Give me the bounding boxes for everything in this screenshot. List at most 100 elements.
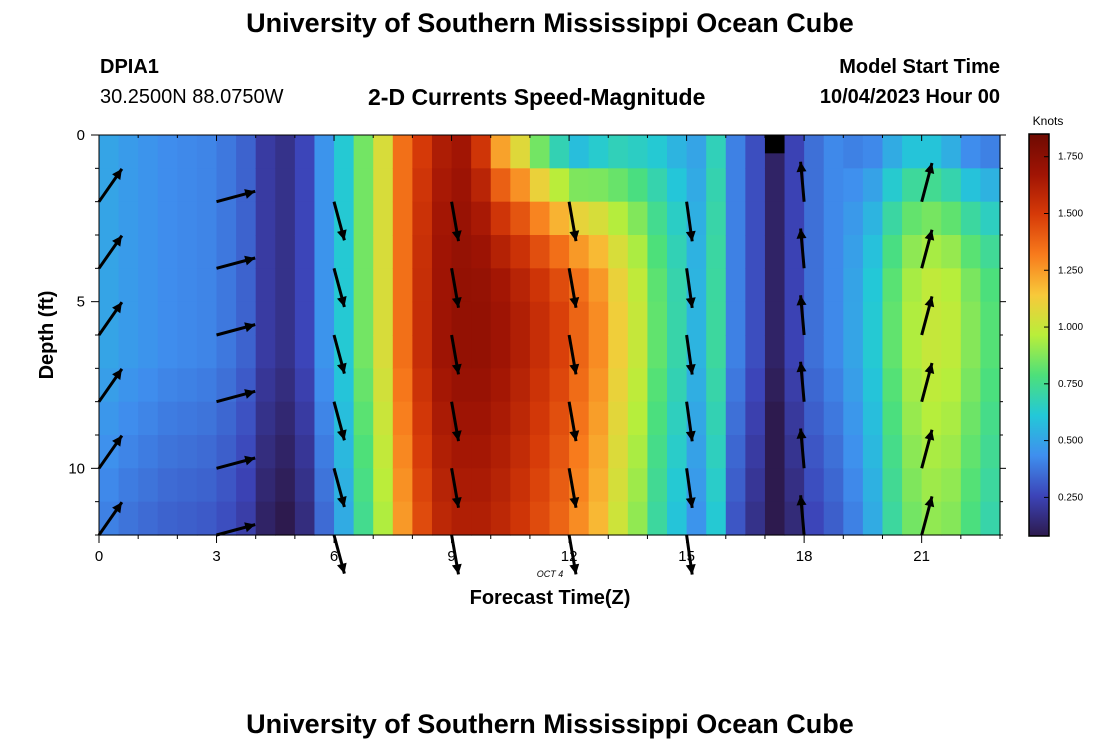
heatmap-cell xyxy=(471,301,492,336)
heatmap-cell xyxy=(353,368,374,403)
current-vector xyxy=(796,428,807,469)
heatmap-cell xyxy=(196,235,218,269)
heatmap-cell xyxy=(902,335,923,369)
heatmap-cell xyxy=(216,301,237,336)
heatmap-cell xyxy=(588,501,609,536)
current-vector xyxy=(216,522,256,537)
current-vector xyxy=(216,189,256,204)
heatmap-cell xyxy=(255,135,276,169)
heatmap-cell xyxy=(294,268,316,303)
heatmap-cell xyxy=(627,135,649,169)
current-vector xyxy=(920,496,935,536)
heatmap-cell xyxy=(980,168,1001,203)
y-tick-label: 0 xyxy=(77,127,85,144)
heatmap-cell xyxy=(157,501,178,536)
heatmap-cell xyxy=(431,468,453,503)
heatmap-cell xyxy=(490,468,511,503)
heatmap-cell xyxy=(882,501,903,536)
vector-head xyxy=(685,364,696,375)
heatmap-cell xyxy=(588,268,609,303)
heatmap-cell xyxy=(647,235,668,269)
vector-head xyxy=(112,302,122,314)
heatmap-cell xyxy=(588,335,609,369)
heatmap-cell xyxy=(255,168,276,203)
heatmap-cell xyxy=(960,235,982,269)
heatmap-cell xyxy=(510,401,531,436)
heatmap-cell xyxy=(882,435,903,469)
heatmap-cell xyxy=(843,435,864,469)
heatmap-cell xyxy=(157,401,178,436)
heatmap-cell xyxy=(529,268,551,303)
colorbar-tick-label: 0.250 xyxy=(1058,492,1083,503)
heatmap-cell xyxy=(882,268,903,303)
heatmap-cell xyxy=(392,501,413,536)
heatmap-cell xyxy=(843,201,864,236)
heatmap-cell xyxy=(471,235,492,269)
heatmap-cell xyxy=(804,268,825,303)
vector-head xyxy=(685,430,696,442)
heatmap-cell xyxy=(490,368,511,403)
heatmap-cell xyxy=(471,335,492,369)
heatmap-cell xyxy=(549,501,570,536)
heatmap-cell xyxy=(334,168,355,203)
heatmap-cell xyxy=(941,401,962,436)
heatmap-cell xyxy=(882,368,903,403)
heatmap-cell xyxy=(804,468,825,503)
heatmap-cell xyxy=(216,335,237,369)
heatmap-cell xyxy=(471,435,492,469)
current-vector xyxy=(920,162,935,203)
heatmap-cell xyxy=(294,435,316,469)
heatmap-cell xyxy=(412,201,433,236)
heatmap-cell xyxy=(941,235,962,269)
heatmap-cell xyxy=(921,168,942,203)
heatmap-cell xyxy=(667,335,688,369)
heatmap-cell xyxy=(725,401,746,436)
heatmap-cell xyxy=(588,401,609,436)
heatmap-cell xyxy=(745,401,766,436)
heatmap-cell xyxy=(764,368,786,403)
heatmap-cell xyxy=(138,201,159,236)
heatmap-cell xyxy=(529,368,551,403)
heatmap-cell xyxy=(764,435,786,469)
heatmap-cell xyxy=(490,501,511,536)
heatmap-cell xyxy=(862,301,884,336)
heatmap-cell xyxy=(647,135,668,169)
heatmap-cell xyxy=(275,368,296,403)
heatmap-cell xyxy=(412,168,433,203)
heatmap-cell xyxy=(157,168,178,203)
heatmap-cell xyxy=(823,168,844,203)
heatmap-cell xyxy=(196,335,218,369)
heatmap-cell xyxy=(882,201,903,236)
heatmap-cell xyxy=(353,235,374,269)
heatmap-cell xyxy=(804,435,825,469)
current-vector xyxy=(450,334,462,375)
heatmap-cell xyxy=(138,335,159,369)
heatmap-cell xyxy=(706,501,727,536)
colorbar xyxy=(1028,133,1050,537)
heatmap-cell xyxy=(588,368,609,403)
heatmap-cell xyxy=(275,468,296,503)
heatmap-cell xyxy=(804,301,825,336)
heatmap-cell xyxy=(510,335,531,369)
heatmap-cell xyxy=(334,301,355,336)
vector-head xyxy=(112,235,122,247)
current-vector xyxy=(567,534,580,575)
heatmap-cell xyxy=(960,168,982,203)
heatmap-cell xyxy=(902,135,923,169)
heatmap-cell xyxy=(373,201,394,236)
heatmap-cell xyxy=(843,301,864,336)
heatmap-cell xyxy=(667,501,688,536)
heatmap-cell xyxy=(686,435,707,469)
heatmap-cell xyxy=(627,435,649,469)
heatmap-cell xyxy=(177,235,198,269)
heatmap-cell xyxy=(745,468,766,503)
heatmap-cell xyxy=(529,301,551,336)
current-vector xyxy=(450,401,462,442)
heatmap-cell xyxy=(980,301,1001,336)
heatmap-cell xyxy=(334,201,355,236)
heatmap-cell xyxy=(960,368,982,403)
x-tick-label: 21 xyxy=(913,548,930,565)
vector-head xyxy=(337,229,347,241)
heatmap-cell xyxy=(431,368,453,403)
